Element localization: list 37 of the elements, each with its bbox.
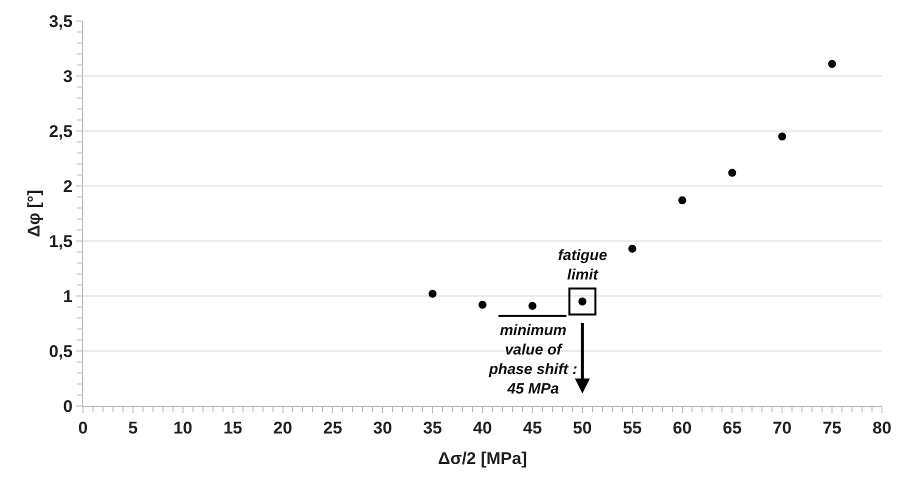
x-axis-title: Δσ/2 [MPa] <box>438 448 528 468</box>
point <box>778 132 786 140</box>
annotation: fatigue limit <box>558 247 608 284</box>
point <box>828 60 836 68</box>
annotation: minimum value of phase shift : 45 MPa <box>488 322 578 398</box>
x-tick-label: 50 <box>572 418 592 438</box>
x-tick-label: 75 <box>822 418 842 438</box>
y-axis-title: Δφ [°] <box>24 190 44 238</box>
x-tick-label: 0 <box>78 418 88 438</box>
x-tick-label: 80 <box>872 418 892 438</box>
x-tick-label: 15 <box>223 418 242 438</box>
x-tick-label: 35 <box>423 418 442 438</box>
point <box>628 244 636 253</box>
y-tick-label: 3 <box>63 66 73 86</box>
x-tick-label: 45 <box>522 418 542 438</box>
y-tick-label: 0,5 <box>48 342 73 361</box>
point <box>478 300 486 309</box>
y-tick-label: 2 <box>63 176 73 196</box>
x-tick-label: 60 <box>672 418 692 438</box>
y-tick-label: 1 <box>63 286 73 306</box>
point <box>428 290 437 298</box>
x-tick-label: 20 <box>273 418 292 438</box>
x-tick-label: 10 <box>173 418 192 438</box>
x-tick-label: 25 <box>323 418 342 438</box>
x-tick-label: 40 <box>473 418 492 438</box>
y-tick-label: 2,5 <box>48 122 73 141</box>
y-tick-label: 1,5 <box>48 232 73 251</box>
point <box>678 196 686 204</box>
x-tick-label: 5 <box>128 418 138 438</box>
y-tick-label: 3,5 <box>48 12 73 31</box>
y-tick-label: 0 <box>63 396 73 416</box>
x-tick-label: 30 <box>373 418 392 438</box>
x-tick-label: 65 <box>722 418 742 438</box>
point <box>728 168 736 177</box>
point <box>528 302 536 310</box>
x-tick-label: 55 <box>622 418 642 438</box>
x-tick-label: 70 <box>772 418 792 438</box>
